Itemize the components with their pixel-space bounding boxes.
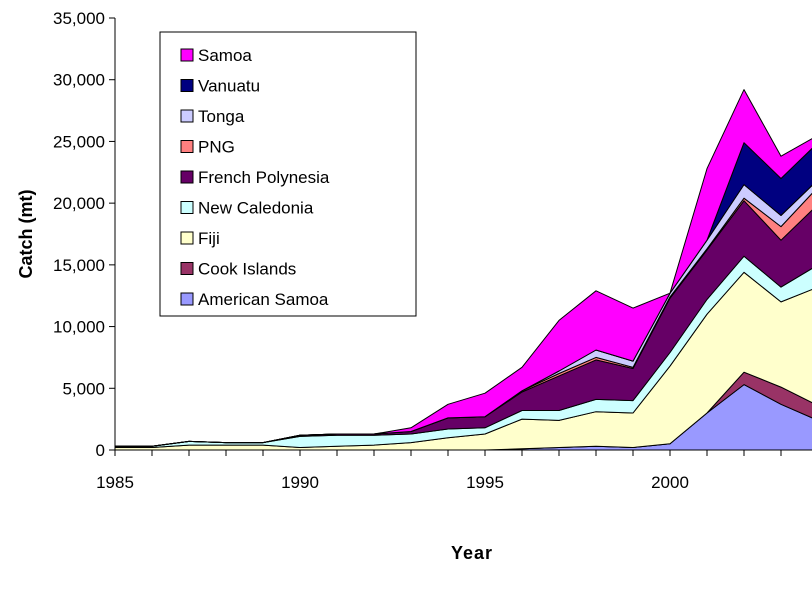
legend-label: Samoa [198, 46, 252, 65]
legend-swatch [180, 79, 194, 92]
legend: Samoa Vanuatu Tonga PNG French Polynesia New … [159, 31, 417, 317]
x-tick-labels: 1985 1990 1995 2000 [96, 473, 689, 492]
legend-label: American Samoa [198, 290, 329, 309]
legend-swatch [180, 262, 194, 275]
legend-swatch [180, 48, 194, 62]
legend-swatch [180, 170, 194, 184]
y-tick-label: 35,000 [53, 9, 105, 28]
legend-box [159, 31, 417, 317]
legend-swatch [180, 109, 194, 123]
legend-swatch [180, 292, 194, 306]
y-axis-title: Catch (mt) [16, 189, 36, 278]
x-tick-label: 2000 [651, 473, 689, 492]
legend-swatch [180, 140, 194, 153]
legend-swatch [180, 201, 194, 214]
legend-label: New Caledonia [198, 199, 314, 218]
area-samoa [115, 89, 812, 447]
legend-label: Vanuatu [198, 77, 260, 96]
legend-swatch [180, 231, 194, 245]
y-tick-label: 5,000 [62, 379, 105, 398]
x-axis-title: Year [451, 543, 493, 563]
y-tick-label: 10,000 [53, 318, 105, 337]
y-tick-label: 0 [96, 441, 105, 460]
y-tick-label: 30,000 [53, 71, 105, 90]
axes [109, 17, 811, 456]
y-tick-label: 20,000 [53, 194, 105, 213]
legend-label: Tonga [198, 107, 245, 126]
x-tick-label: 1985 [96, 473, 134, 492]
legend-label: Cook Islands [198, 260, 296, 279]
y-tick-labels: 0 5,000 10,000 15,000 20,000 25,000 30,000 35,0… [53, 9, 105, 460]
y-tick-label: 25,000 [53, 132, 105, 151]
area-series-group [115, 89, 812, 451]
x-tick-label: 1995 [466, 473, 504, 492]
x-tick-label: 1990 [281, 473, 319, 492]
y-tick-label: 15,000 [53, 256, 105, 275]
legend-label: PNG [198, 138, 235, 157]
legend-label: Fiji [198, 229, 220, 248]
legend-label: French Polynesia [198, 168, 330, 187]
